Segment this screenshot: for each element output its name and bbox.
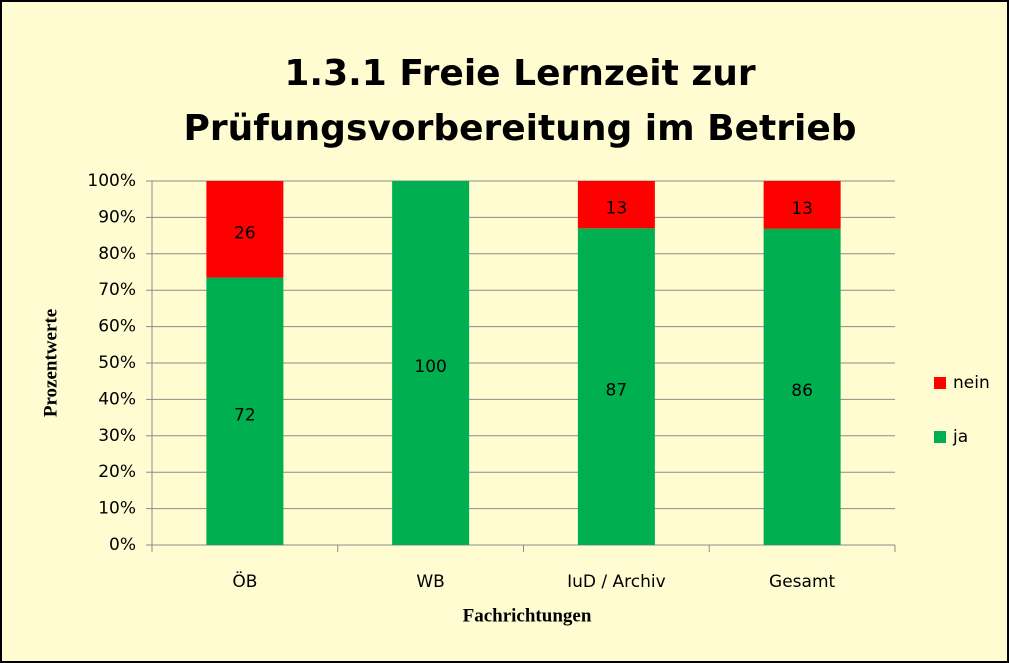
y-tick-label: 20% bbox=[98, 462, 136, 482]
x-tick-label: Gesamt bbox=[769, 572, 835, 592]
data-label: 13 bbox=[606, 199, 628, 219]
bar-segment bbox=[392, 181, 470, 545]
legend-swatch bbox=[934, 377, 946, 389]
chart-title: 1.3.1 Freie Lernzeit zur bbox=[284, 53, 756, 94]
y-tick-label: 100% bbox=[87, 171, 136, 191]
data-label: 13 bbox=[791, 199, 813, 219]
x-axis-label: Fachrichtungen bbox=[463, 605, 592, 626]
data-label: 86 bbox=[791, 381, 813, 401]
data-label: 100 bbox=[414, 357, 446, 377]
x-tick-label: WB bbox=[416, 572, 444, 592]
data-label: 87 bbox=[606, 381, 628, 401]
y-tick-label: 40% bbox=[98, 389, 136, 409]
y-tick-label: 30% bbox=[98, 426, 136, 446]
bar-segment bbox=[577, 228, 655, 545]
legend-label: nein bbox=[953, 373, 990, 393]
x-tick-label: ÖB bbox=[232, 570, 257, 592]
y-axis-label: Prozentwerte bbox=[40, 309, 61, 417]
data-label: 72 bbox=[234, 405, 256, 425]
y-tick-label: 50% bbox=[98, 353, 136, 373]
y-tick-label: 60% bbox=[98, 317, 136, 337]
legend-label: ja bbox=[952, 427, 968, 447]
bar-segment bbox=[206, 277, 284, 545]
bar-segment bbox=[763, 181, 841, 229]
chart-title: Prüfungsvorbereitung im Betrieb bbox=[183, 108, 856, 149]
y-tick-label: 80% bbox=[98, 244, 136, 264]
legend-swatch bbox=[934, 431, 946, 443]
x-tick-label: IuD / Archiv bbox=[567, 572, 666, 592]
bar-segment bbox=[577, 181, 655, 229]
data-label: 26 bbox=[234, 223, 256, 243]
bar-segment bbox=[206, 181, 284, 278]
y-tick-label: 70% bbox=[98, 280, 136, 300]
y-tick-label: 10% bbox=[98, 499, 136, 519]
y-tick-label: 90% bbox=[98, 207, 136, 227]
bar-segment bbox=[763, 228, 841, 545]
y-tick-label: 0% bbox=[109, 535, 136, 555]
